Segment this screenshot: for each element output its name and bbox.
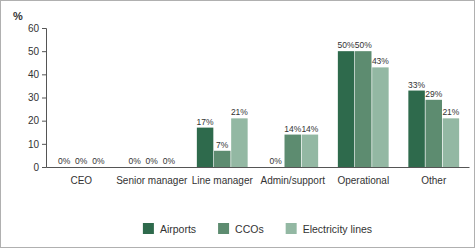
x-tick: CEO — [70, 167, 92, 186]
data-labels: 0% 0% 17% 0% 50% 33% 0% 0% 7% 14% 50% 29% 0% 0% 21% 14%… — [58, 40, 460, 166]
x-tick-label: CEO — [70, 175, 92, 186]
bar — [144, 167, 160, 168]
bar — [126, 167, 142, 168]
bar — [214, 151, 230, 167]
y-tick: 20 — [28, 115, 46, 126]
frame — [1, 1, 475, 248]
data-label: 33% — [408, 80, 425, 90]
x-tick: Senior manager — [116, 167, 188, 186]
bar — [73, 167, 89, 168]
data-label: 0% — [58, 156, 71, 166]
x-tick: Operational — [337, 167, 389, 186]
x-tick: Admin/support — [261, 167, 326, 186]
y-tick-label: 10 — [28, 139, 40, 150]
bars — [197, 51, 459, 167]
y-tick-label: 0 — [33, 162, 39, 173]
x-tick-label: Admin/support — [261, 175, 326, 186]
data-label: 0% — [146, 156, 159, 166]
bar — [90, 167, 106, 168]
y-tick: 0 — [33, 162, 46, 173]
y-axis-title: % — [13, 10, 23, 22]
y-tick: 10 — [28, 139, 46, 150]
bar — [161, 167, 177, 168]
legend-label: Airports — [160, 223, 196, 235]
y-tick-mark — [42, 74, 46, 75]
legend-item: Airports — [143, 223, 196, 235]
legend-swatch — [286, 223, 297, 234]
y-tick: 60 — [28, 23, 46, 34]
plot: 0 10 20 30 40 50 60 CEO Senior manager Line manag… — [28, 23, 470, 186]
legend-item: CCOs — [218, 223, 264, 235]
data-label: 0% — [269, 156, 282, 166]
bar — [302, 135, 318, 167]
data-label: 0% — [163, 156, 176, 166]
bar — [426, 100, 442, 167]
y-tick-label: 40 — [28, 69, 40, 80]
legend-item: Electricity lines — [286, 223, 372, 235]
data-label: 14% — [301, 124, 318, 134]
data-label: 43% — [372, 56, 389, 66]
bar — [285, 135, 301, 167]
data-label: 21% — [442, 107, 459, 117]
data-label: 0% — [128, 156, 141, 166]
x-tick-label: Operational — [337, 175, 389, 186]
y-tick: 50 — [28, 46, 46, 57]
bar — [267, 167, 283, 168]
data-label: 17% — [197, 117, 214, 127]
legend-swatch — [218, 223, 229, 234]
data-label: 50% — [338, 40, 355, 50]
y-tick-label: 30 — [28, 92, 40, 103]
data-label: 14% — [284, 124, 301, 134]
y-tick-label: 60 — [28, 23, 40, 34]
bar — [231, 118, 247, 167]
x-tick-label: Other — [421, 175, 447, 186]
legend-label: CCOs — [235, 223, 264, 235]
legend-label: Electricity lines — [303, 223, 372, 235]
y-tick-mark — [42, 28, 46, 29]
bar — [338, 51, 354, 167]
data-label: 7% — [216, 140, 229, 150]
x-tick-label: Line manager — [192, 175, 254, 186]
data-label: 0% — [92, 156, 105, 166]
y-tick-mark — [42, 98, 46, 99]
data-label: 50% — [355, 40, 372, 50]
y-tick-label: 50 — [28, 46, 40, 57]
y-tick-mark — [42, 51, 46, 52]
y-tick-mark — [42, 167, 46, 168]
x-tick: Other — [421, 167, 447, 186]
data-label: 0% — [75, 156, 88, 166]
legend-swatch — [143, 223, 154, 234]
y-tick-label: 20 — [28, 115, 40, 126]
bar — [355, 51, 371, 167]
bar — [56, 167, 72, 168]
data-label: 21% — [231, 107, 248, 117]
y-axis: 0 10 20 30 40 50 60 — [28, 23, 47, 173]
y-tick-mark — [42, 144, 46, 145]
bar — [408, 91, 424, 167]
bar — [443, 118, 459, 167]
x-axis-line — [47, 167, 470, 168]
y-tick: 30 — [28, 92, 46, 103]
x-axis: CEO Senior manager Line manager Admin/suppo… — [47, 167, 470, 186]
x-tick: Line manager — [192, 167, 254, 186]
y-tick: 40 — [28, 69, 46, 80]
chart: 0 10 20 30 40 50 60 CEO Senior manager Line manag… — [0, 0, 475, 248]
data-label: 29% — [425, 89, 442, 99]
y-axis-line — [42, 29, 47, 168]
bar — [372, 67, 388, 167]
legend: Airports CCOs Electricity lines — [143, 223, 372, 235]
y-tick-mark — [42, 121, 46, 122]
bar — [197, 128, 213, 167]
x-tick-label: Senior manager — [116, 175, 188, 186]
